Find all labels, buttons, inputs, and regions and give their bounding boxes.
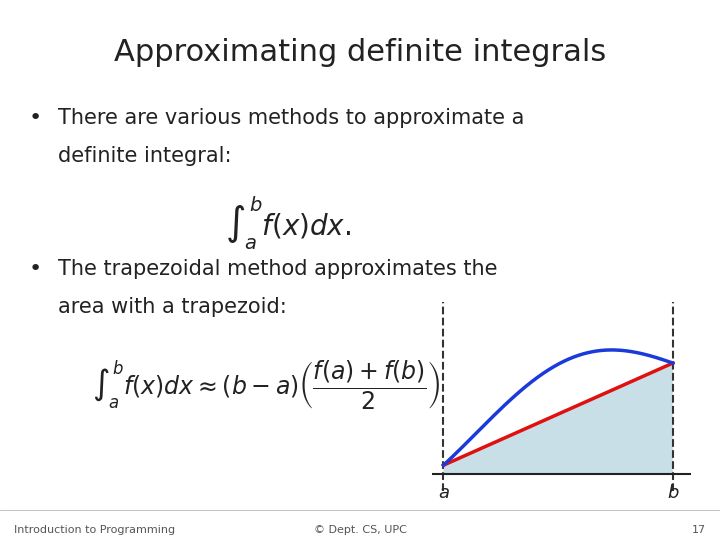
Text: © Dept. CS, UPC: © Dept. CS, UPC [314,524,406,535]
Text: area with a trapezoid:: area with a trapezoid: [58,297,287,317]
Text: definite integral:: definite integral: [58,146,231,166]
Polygon shape [444,363,673,474]
Text: There are various methods to approximate a: There are various methods to approximate… [58,108,524,128]
Text: $\int_a^b f(x)dx \approx (b-a)\left(\dfrac{f(a)+f(b)}{2}\right)$: $\int_a^b f(x)dx \approx (b-a)\left(\dfr… [92,359,441,413]
Text: Introduction to Programming: Introduction to Programming [14,524,176,535]
Text: •: • [29,259,42,279]
Text: $\int_a^b f(x)dx.$: $\int_a^b f(x)dx.$ [225,194,351,252]
Text: 17: 17 [691,524,706,535]
Text: $b$: $b$ [667,484,679,502]
Text: Approximating definite integrals: Approximating definite integrals [114,38,606,67]
Text: $a$: $a$ [438,484,449,502]
Text: The trapezoidal method approximates the: The trapezoidal method approximates the [58,259,497,279]
Text: •: • [29,108,42,128]
